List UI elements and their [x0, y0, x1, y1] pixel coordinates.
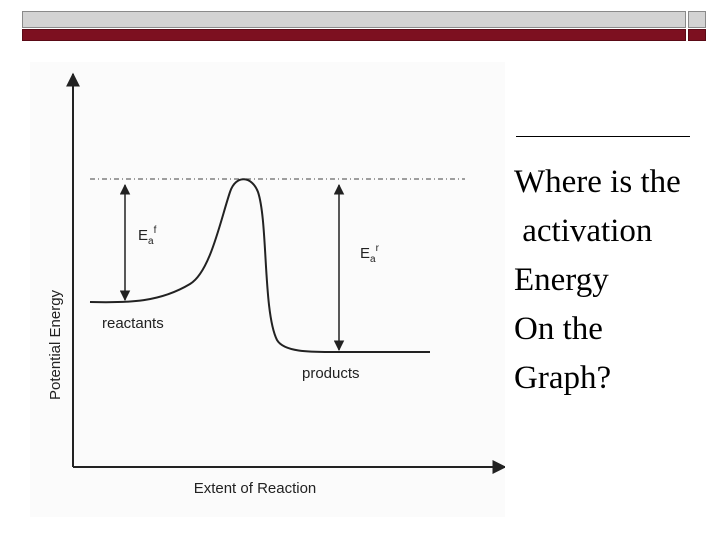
title-underline	[516, 136, 690, 137]
question-line: Energy	[514, 262, 609, 298]
energy-diagram-svg: Eaf Ear reactants products Potential Ene…	[47, 72, 507, 497]
reverse-activation-symbol: Ear	[360, 243, 380, 265]
title-bar-gray-strip	[22, 11, 686, 28]
title-bar-maroon-square	[688, 29, 706, 41]
question-line: Where is the	[514, 164, 681, 200]
energy-diagram: Eaf Ear reactants products Potential Ene…	[30, 62, 507, 517]
products-label: products	[302, 365, 360, 382]
slide-title-bar	[22, 11, 714, 41]
question-line: Graph?	[514, 360, 612, 396]
title-bar-maroon-strip	[22, 29, 686, 41]
x-axis-label: Extent of Reaction	[194, 480, 317, 497]
reactants-label: reactants	[102, 315, 164, 332]
question-line: On the	[514, 311, 603, 347]
question-text: Where is the activation Energy On the Graph…	[514, 158, 718, 403]
y-axis-label: Potential Energy	[47, 289, 64, 400]
question-line: activation	[514, 213, 653, 249]
energy-curve	[89, 178, 430, 353]
title-bar-gray-square	[688, 11, 706, 28]
forward-activation-symbol: Eaf	[138, 225, 157, 247]
